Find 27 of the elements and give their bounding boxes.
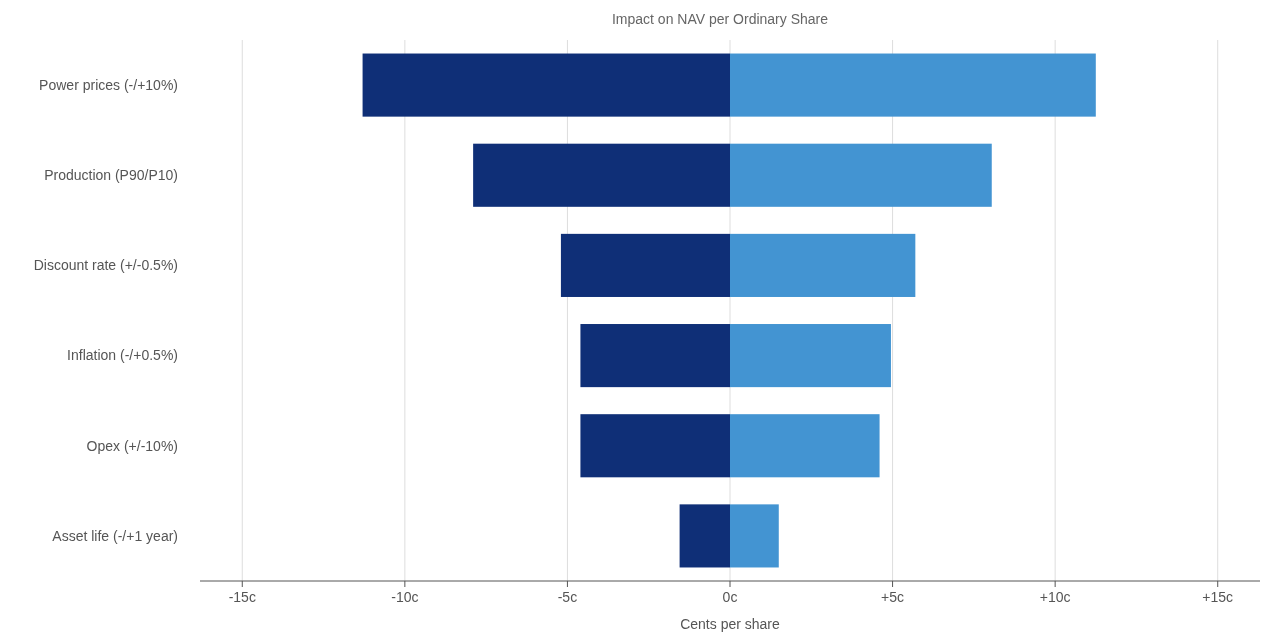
x-tick-label: -15c (228, 589, 256, 605)
bar (730, 324, 891, 388)
bar (730, 53, 1096, 117)
bar (679, 504, 730, 568)
bar (362, 53, 730, 117)
y-tick-label: Discount rate (+/-0.5%) (33, 257, 178, 274)
x-tick-label: +15c (1202, 589, 1234, 605)
y-tick-label: Production (P90/P10) (44, 167, 178, 184)
x-tick-label: +5c (881, 589, 905, 605)
y-tick-label: Opex (+/-10%) (86, 437, 178, 454)
bar (730, 233, 916, 297)
x-tick-label: 0c (722, 589, 738, 605)
bar (580, 324, 730, 388)
bar (730, 414, 880, 478)
bar (473, 143, 730, 207)
chart-title: Impact on NAV per Ordinary Share (611, 11, 829, 27)
bar (730, 504, 779, 568)
bar (580, 414, 730, 478)
x-tick-label: -10c (391, 589, 419, 605)
y-tick-label: Power prices (-/+10%) (39, 76, 178, 93)
x-axis-title: Cents per share (680, 616, 781, 632)
y-tick-label: Inflation (-/+0.5%) (67, 347, 178, 364)
bar (730, 143, 992, 207)
bar (560, 233, 730, 297)
y-tick-label: Asset life (-/+1 year) (52, 527, 178, 544)
x-tick-label: +10c (1039, 589, 1071, 605)
x-tick-label: -5c (557, 589, 578, 605)
